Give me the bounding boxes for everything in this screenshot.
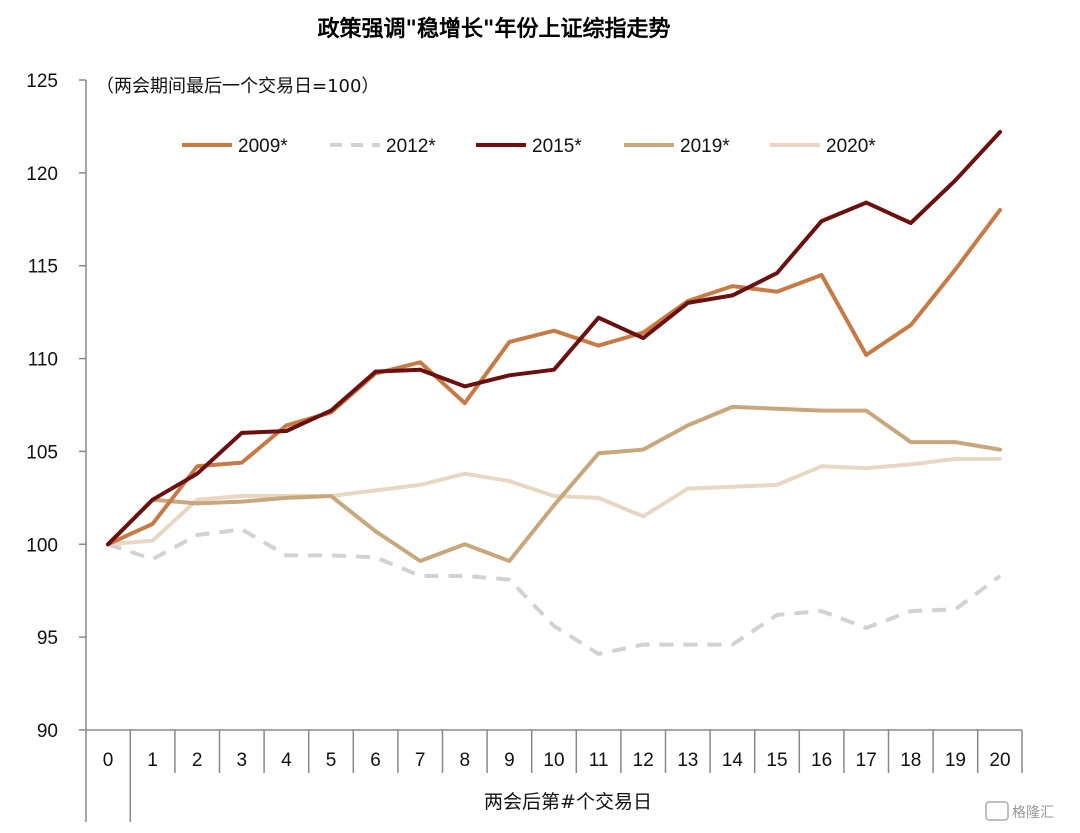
y-tick-label: 120 — [26, 164, 58, 185]
y-tick-label: 105 — [26, 442, 58, 463]
x-tick-label: 17 — [856, 750, 877, 771]
x-tick-label: 12 — [633, 750, 654, 771]
legend-label: 2012* — [386, 136, 436, 157]
chart-note: （两会期间最后一个交易日=100） — [96, 76, 379, 97]
x-tick-label: 3 — [237, 750, 248, 771]
y-tick-label: 115 — [28, 257, 58, 278]
series-layer — [106, 130, 1002, 656]
x-tick-label: 4 — [281, 750, 292, 771]
series-line-2015 — [106, 130, 1002, 547]
x-tick-label: 0 — [103, 750, 114, 771]
x-tick-label: 20 — [989, 750, 1010, 771]
x-tick-label: 16 — [811, 750, 832, 771]
x-tick-label: 18 — [900, 750, 921, 771]
series-line-2009 — [106, 208, 1002, 547]
series-line-2020 — [106, 456, 1002, 547]
y-tick-label: 100 — [26, 535, 58, 556]
x-tick-label: 8 — [460, 750, 471, 771]
x-tick-label: 19 — [945, 750, 966, 771]
y-tick-label: 110 — [28, 350, 58, 371]
x-tick-label: 2 — [192, 750, 203, 771]
series-line-2012 — [107, 527, 1002, 656]
x-tick-label: 11 — [589, 750, 609, 771]
legend: 2009* 2012* 2015* 2019* 2020* — [182, 136, 876, 157]
x-tick-label: 13 — [677, 750, 698, 771]
legend-label: 2019* — [680, 136, 730, 157]
y-tick-label: 125 — [26, 71, 58, 92]
x-tick-label: 14 — [722, 750, 744, 771]
x-tick-label: 15 — [766, 750, 787, 771]
y-tick-label: 90 — [37, 721, 58, 742]
x-tick-label: 6 — [370, 750, 381, 771]
watermark: 格隆汇 — [985, 801, 1054, 821]
x-tick-label: 7 — [415, 750, 426, 771]
x-tick-label: 9 — [504, 750, 515, 771]
watermark-text: 格隆汇 — [1012, 805, 1054, 821]
legend-label: 2015* — [532, 136, 582, 157]
x-tick-label: 5 — [326, 750, 337, 771]
x-axis-title: 两会后第#个交易日 — [484, 791, 652, 813]
watermark-logo-icon — [985, 801, 1009, 821]
legend-label: 2009* — [238, 136, 288, 157]
series-line-2019 — [106, 404, 1002, 563]
x-tick-label: 1 — [147, 750, 158, 771]
legend-label: 2020* — [826, 136, 876, 157]
x-tick-label: 10 — [543, 750, 564, 771]
y-tick-label: 95 — [37, 628, 58, 649]
chart-title: 政策强调"稳增长"年份上证综指走势 — [318, 16, 671, 42]
